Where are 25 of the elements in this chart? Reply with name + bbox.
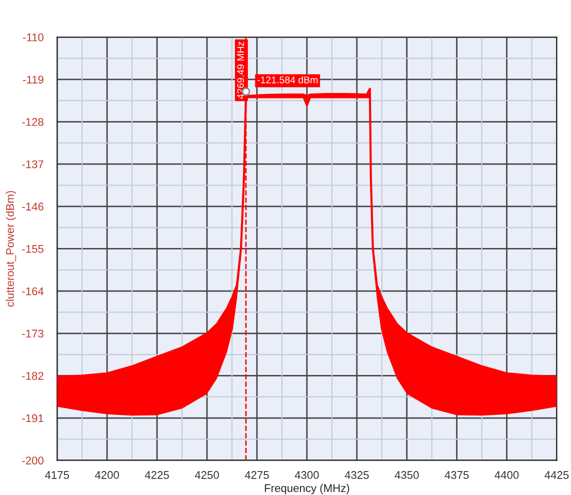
- x-tick-label: 4350: [394, 471, 419, 479]
- y-tick-label: -155: [22, 245, 44, 253]
- y-tick-label: -200: [22, 456, 44, 464]
- x-axis-title: Frequency (MHz): [264, 484, 350, 494]
- y-tick-label: -173: [22, 330, 44, 338]
- x-tick-label: 4250: [194, 471, 219, 479]
- y-tick-label: -146: [22, 202, 44, 211]
- y-tick-label: -164: [22, 287, 44, 296]
- y-tick-label: -191: [22, 414, 44, 422]
- x-tick-label: 4400: [494, 471, 519, 479]
- x-tick-label: 4175: [45, 471, 69, 479]
- y-tick-label: -110: [22, 33, 44, 42]
- y-tick-label: -128: [22, 118, 44, 126]
- y-axis-title: clutterout_Power (dBm): [6, 191, 16, 307]
- x-tick-label: 4200: [94, 471, 119, 479]
- x-tick-label: 4375: [444, 471, 469, 479]
- y-tick-label: -137: [22, 160, 44, 168]
- x-tick-label: 4425: [544, 471, 569, 479]
- x-tick-label: 4325: [344, 471, 369, 479]
- y-tick-label: -119: [22, 76, 44, 84]
- x-tick-label: 4225: [144, 471, 169, 479]
- annotation: -121.584 dBm: [257, 76, 318, 84]
- x-tick-label: 4300: [294, 471, 319, 479]
- y-tick-label: -182: [22, 372, 44, 380]
- x-tick-label: 4275: [244, 471, 269, 479]
